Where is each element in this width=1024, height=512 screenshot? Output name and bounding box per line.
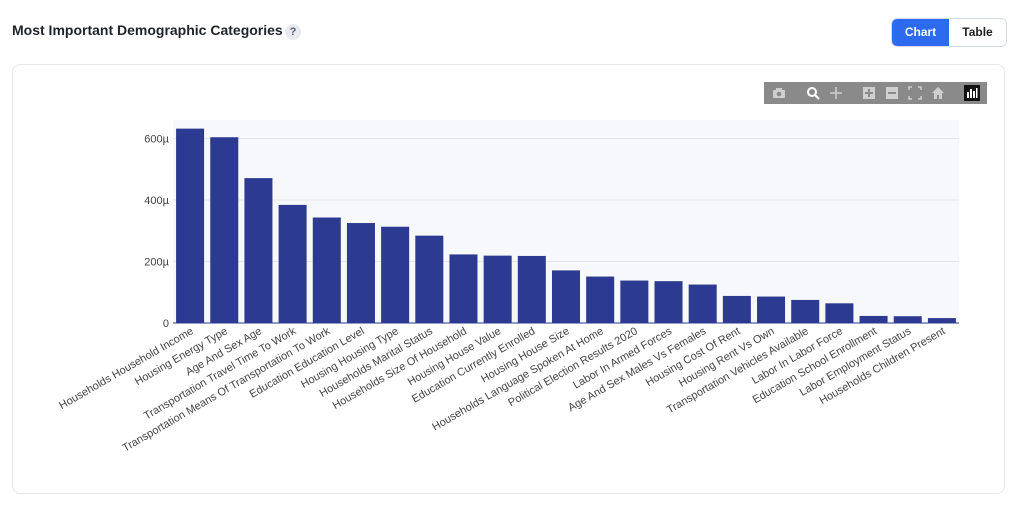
header: Most Important Demographic Categories ? … — [0, 0, 1024, 60]
page-title: Most Important Demographic Categories — [12, 22, 283, 38]
bar[interactable] — [449, 254, 478, 323]
chart-modebar — [764, 82, 987, 104]
autoscale-icon[interactable] — [907, 85, 923, 101]
bar[interactable] — [859, 315, 888, 323]
bar[interactable] — [210, 137, 239, 323]
help-icon[interactable]: ? — [285, 24, 301, 40]
camera-icon[interactable] — [771, 85, 787, 101]
table-view-button[interactable]: Table — [962, 25, 993, 39]
y-tick-label: 0 — [163, 318, 169, 330]
bar[interactable] — [312, 217, 341, 323]
bar[interactable] — [278, 204, 307, 323]
bar[interactable] — [176, 128, 205, 323]
bar[interactable] — [483, 255, 512, 323]
bar[interactable] — [244, 178, 273, 323]
reset-axes-icon[interactable] — [930, 85, 946, 101]
bar[interactable] — [791, 299, 820, 323]
zoom-out-icon[interactable] — [884, 85, 900, 101]
y-tick-labels: 0 200µ 400µ 600µ — [144, 133, 169, 330]
bar[interactable] — [688, 284, 717, 323]
bar[interactable] — [517, 255, 546, 323]
bar[interactable] — [620, 280, 649, 323]
bar[interactable] — [415, 235, 444, 323]
view-toggle: Chart Table — [891, 18, 1007, 47]
bar[interactable] — [722, 295, 751, 323]
y-tick-label: 200µ — [144, 256, 169, 268]
bar[interactable] — [381, 226, 410, 323]
bar[interactable] — [757, 296, 786, 323]
y-tick-label: 600µ — [144, 133, 169, 145]
plotly-logo-icon[interactable] — [963, 85, 980, 101]
bar[interactable] — [586, 276, 615, 323]
zoom-icon[interactable] — [805, 85, 821, 101]
bar[interactable] — [346, 223, 375, 323]
bar[interactable] — [551, 270, 581, 323]
y-tick-label: 400µ — [144, 195, 169, 207]
bar[interactable] — [927, 318, 956, 323]
bar[interactable] — [893, 316, 922, 323]
pan-icon[interactable] — [828, 85, 844, 101]
bar[interactable] — [654, 281, 683, 323]
bars — [176, 128, 956, 323]
chart-view-button[interactable]: Chart — [892, 19, 949, 46]
bar[interactable] — [825, 303, 854, 323]
zoom-in-icon[interactable] — [861, 85, 877, 101]
